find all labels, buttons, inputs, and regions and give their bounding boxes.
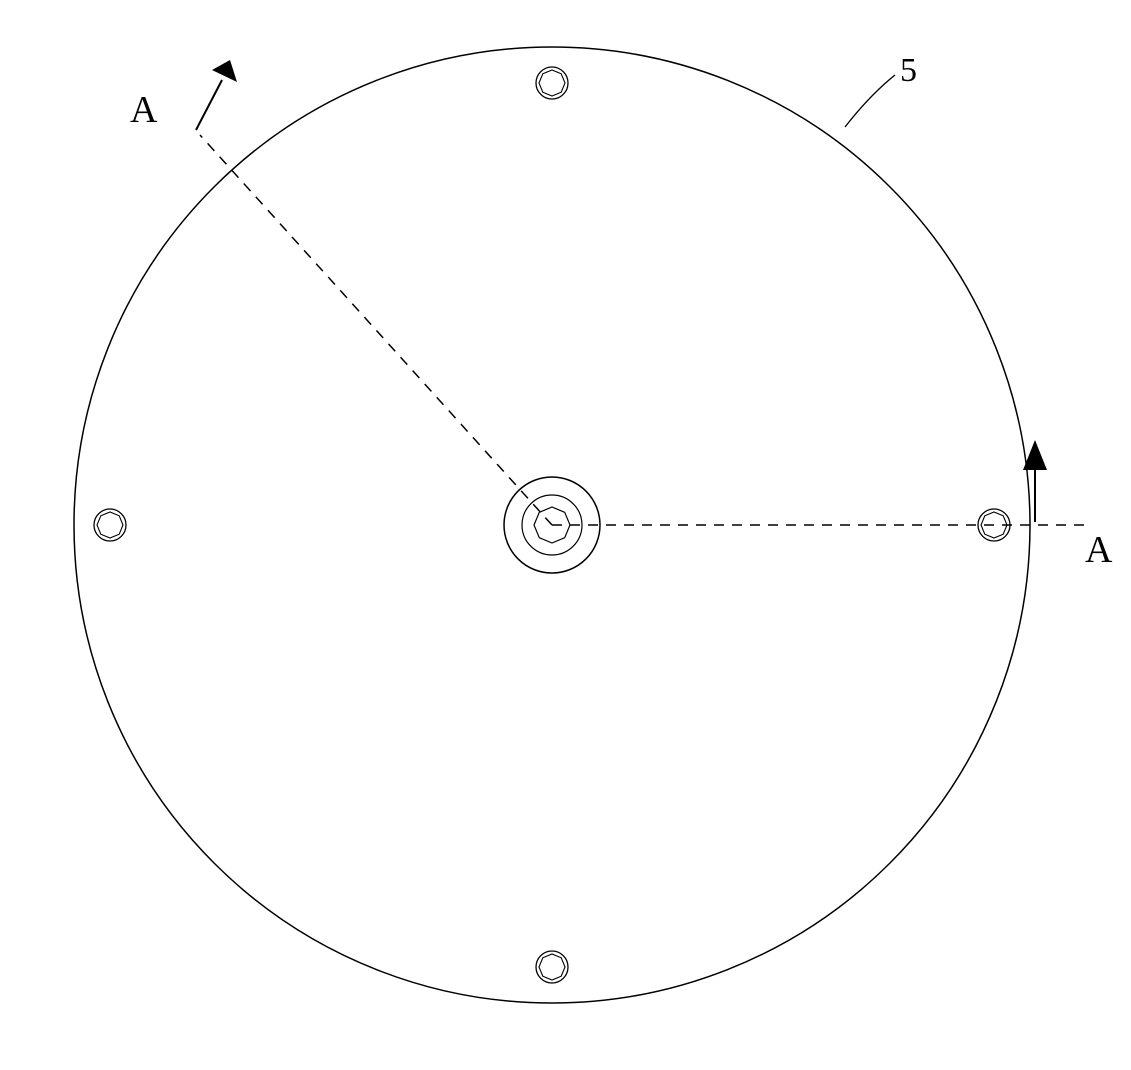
bolt-hole-bottom-outer xyxy=(536,951,568,983)
engineering-diagram xyxy=(0,0,1131,1070)
section-label-a-right: A xyxy=(1085,528,1112,572)
bolt-hole-top-outer xyxy=(536,67,568,99)
section-arrow-top xyxy=(196,60,237,130)
bolt-hole-left-outer xyxy=(94,509,126,541)
bolt-hole-top-inner xyxy=(539,70,565,96)
bolt-hole-left-inner xyxy=(97,512,123,538)
section-line-diagonal xyxy=(200,135,552,525)
callout-5-label: 5 xyxy=(900,52,917,90)
bolt-hole-bottom-inner xyxy=(539,954,565,980)
section-label-a-top: A xyxy=(130,88,157,132)
section-arrow-right xyxy=(1023,440,1047,522)
callout-5-leader xyxy=(845,75,895,127)
